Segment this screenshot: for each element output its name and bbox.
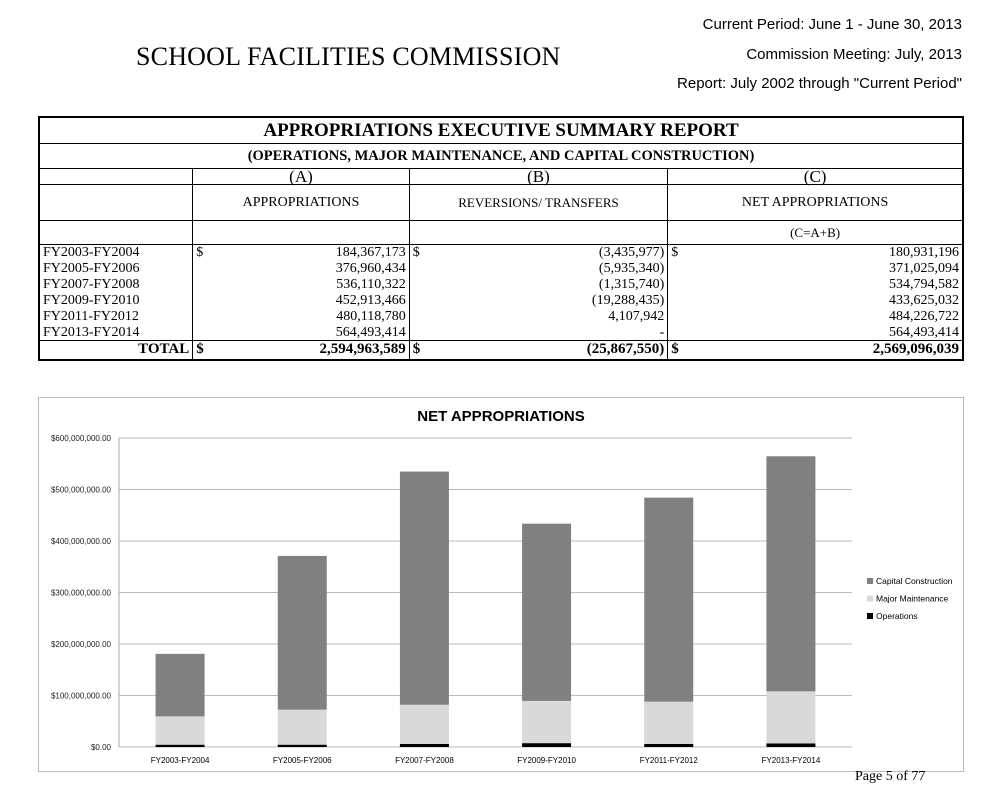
- total-a: 2,594,963,589: [319, 341, 406, 358]
- legend-label: Capital Construction: [876, 576, 953, 586]
- organization-title: SCHOOL FACILITIES COMMISSION: [136, 42, 561, 71]
- chart-svg: NET APPROPRIATIONS $0.00 $100,000,000.00 $2…: [51, 408, 953, 765]
- bar-major-maintenance: [277, 709, 327, 745]
- chart-title: NET APPROPRIATIONS: [417, 408, 585, 425]
- table-row: FY2013-FY2014 564,493,414 - 564,493,414: [39, 324, 963, 341]
- col-letter-a: (A): [192, 168, 410, 185]
- row-period: FY2003-FY2004: [39, 244, 193, 261]
- bar-operations: [155, 744, 205, 747]
- legend-swatch: [867, 595, 873, 602]
- bar-capital-construction: [644, 497, 694, 702]
- legend-swatch: [867, 578, 873, 584]
- row-value-c: 371,025,094: [889, 261, 959, 276]
- table-subtitle: (OPERATIONS, MAJOR MAINTENANCE, AND CAPI…: [39, 143, 963, 169]
- row-period: FY2013-FY2014: [43, 324, 140, 340]
- row-period: FY2011-FY2012: [43, 309, 139, 324]
- row-period: FY2009-FY2010: [43, 293, 140, 308]
- legend-label: Major Maintenance: [876, 594, 949, 604]
- bar-capital-construction: [155, 653, 205, 717]
- row-value-a: 376,960,434: [335, 261, 406, 276]
- row-value-b: (1,315,740): [598, 277, 665, 292]
- bar-capital-construction: [522, 523, 572, 701]
- table-row: FY2009-FY2010 452,913,466 (19,288,435) 433,…: [39, 292, 963, 309]
- bar-major-maintenance: [155, 716, 205, 745]
- bar-operations: [644, 743, 694, 747]
- row-value-b: -: [659, 324, 665, 340]
- row-value-a: 452,913,466: [335, 293, 406, 308]
- current-period: Current Period: June 1 - June 30, 2013: [702, 16, 962, 33]
- page-number: Page 5 of 77: [855, 769, 926, 784]
- row-period: FY2005-FY2006: [43, 261, 140, 276]
- row-value-c: 564,493,414: [889, 324, 959, 340]
- row-value-c: 180,931,196: [889, 245, 959, 261]
- row-value-c: 484,226,722: [889, 309, 959, 324]
- y-tick-label: $0.00: [91, 743, 112, 752]
- currency-symbol: $: [196, 245, 204, 261]
- y-tick-label: $600,000,000.00: [51, 434, 112, 443]
- net-appropriations-chart: NET APPROPRIATIONS $0.00 $100,000,000.00 $2…: [38, 397, 964, 772]
- bar-major-maintenance: [399, 704, 449, 744]
- y-tick-label: $100,000,000.00: [51, 692, 112, 701]
- currency-symbol: $: [412, 341, 421, 358]
- bar-operations: [766, 743, 816, 747]
- x-tick-label: FY2013-FY2014: [762, 756, 821, 765]
- bar-major-maintenance: [644, 701, 694, 744]
- bar-capital-construction: [766, 456, 816, 692]
- col-header-reversions: REVERSIONS/ TRANSFERS: [408, 184, 668, 221]
- bar-major-maintenance: [522, 700, 572, 744]
- y-tick-label: $200,000,000.00: [51, 640, 112, 649]
- row-value-c: 534,794,582: [889, 277, 959, 292]
- row-value-b: 4,107,942: [608, 309, 665, 324]
- col-letter-b: (B): [408, 168, 668, 185]
- currency-symbol: $: [671, 341, 679, 358]
- table-row: FY2005-FY2006 376,960,434 (5,935,340) 371,0…: [39, 260, 963, 277]
- table-title: APPROPRIATIONS EXECUTIVE SUMMARY REPORT: [263, 120, 739, 141]
- report-range: Report: July 2002 through "Current Perio…: [677, 75, 962, 92]
- formula: (C=A+B): [667, 220, 963, 245]
- total-c: 2,569,096,039: [872, 341, 959, 358]
- bar-capital-construction: [277, 555, 327, 710]
- summary-table: APPROPRIATIONS EXECUTIVE SUMMARY REPORT …: [38, 116, 964, 361]
- row-value-a: 480,118,780: [336, 309, 406, 324]
- table-row: FY2007-FY2008 536,110,322 (1,315,740) 534,7…: [39, 276, 963, 293]
- currency-symbol: $: [196, 341, 204, 358]
- bar-major-maintenance: [766, 691, 816, 744]
- y-tick-label: $300,000,000.00: [51, 589, 112, 598]
- x-tick-label: FY2011-FY2012: [640, 756, 699, 765]
- legend-swatch: [867, 613, 873, 619]
- total-b: (25,867,550): [586, 341, 665, 358]
- bar-operations: [522, 743, 572, 747]
- row-value-b: (19,288,435): [591, 293, 665, 308]
- row-value-a: 184,367,173: [335, 245, 406, 261]
- row-value-a: 536,110,322: [336, 277, 406, 292]
- bar-operations: [277, 744, 327, 747]
- col-header-net: NET APPROPRIATIONS: [667, 184, 963, 221]
- x-tick-label: FY2007-FY2008: [395, 756, 454, 765]
- bar-capital-construction: [399, 471, 449, 705]
- col-header-appropriations: APPROPRIATIONS: [192, 184, 410, 221]
- row-value-c: 433,625,032: [889, 293, 959, 308]
- currency-symbol: $: [671, 245, 679, 261]
- bar-operations: [399, 743, 449, 747]
- x-tick-label: FY2003-FY2004: [151, 756, 210, 765]
- row-value-b: (3,435,977): [598, 245, 665, 261]
- total-row: TOTAL $2,594,963,589 $ (25,867,550) $2,56…: [39, 340, 963, 360]
- total-label: TOTAL: [39, 340, 193, 360]
- y-tick-label: $500,000,000.00: [51, 486, 112, 495]
- x-tick-label: FY2005-FY2006: [273, 756, 332, 765]
- row-period: FY2007-FY2008: [43, 277, 140, 292]
- table-row: FY2011-FY2012 480,118,780 4,107,942 484,226…: [39, 308, 963, 325]
- legend-label: Operations: [876, 611, 918, 621]
- row-value-b: (5,935,340): [598, 261, 665, 276]
- table-row: FY2003-FY2004 $184,367,173 $ (3,435,977) $18…: [39, 244, 963, 261]
- col-letter-c: (C): [667, 168, 963, 185]
- x-tick-label: FY2009-FY2010: [517, 756, 576, 765]
- row-value-a: 564,493,414: [335, 324, 406, 340]
- currency-symbol: $: [412, 245, 420, 261]
- commission-meeting: Commission Meeting: July, 2013: [746, 46, 962, 63]
- y-tick-label: $400,000,000.00: [51, 537, 112, 546]
